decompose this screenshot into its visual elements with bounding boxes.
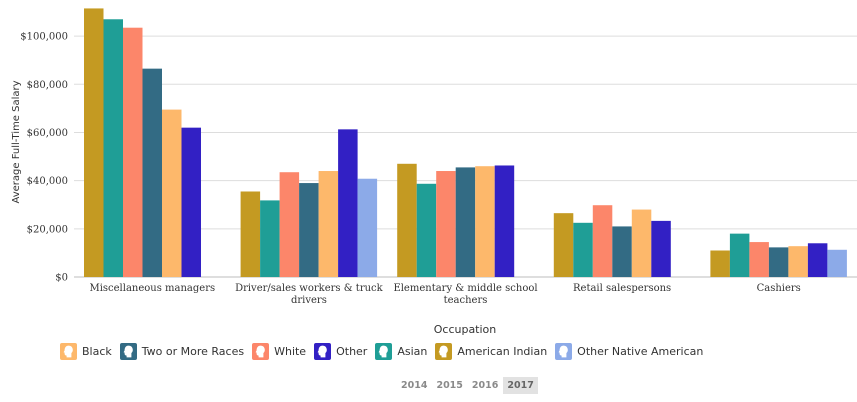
legend-label: Black: [82, 345, 112, 358]
x-tick-label: Retail salespersons: [573, 283, 671, 294]
legend-label: American Indian: [457, 345, 548, 358]
person-silhouette-icon: [314, 343, 332, 360]
bar[interactable]: [455, 167, 476, 277]
legend-item[interactable]: Other: [314, 343, 367, 360]
person-silhouette-icon: [375, 343, 393, 360]
legend-label: Asian: [397, 345, 428, 358]
bar[interactable]: [318, 171, 339, 277]
legend-label: Other: [336, 345, 368, 358]
legend-item[interactable]: Other Native American: [555, 343, 703, 360]
bar[interactable]: [573, 222, 593, 277]
bar[interactable]: [84, 8, 104, 278]
bar[interactable]: [240, 191, 261, 277]
bar[interactable]: [651, 220, 671, 277]
bar[interactable]: [338, 129, 358, 277]
year-button[interactable]: 2015: [436, 380, 463, 391]
bar[interactable]: [162, 109, 182, 277]
bar[interactable]: [612, 226, 632, 277]
year-button[interactable]: 2016: [471, 380, 499, 391]
y-tick-label: $60,000: [27, 128, 68, 139]
legend-item[interactable]: Two or More Races: [119, 343, 245, 360]
bar[interactable]: [357, 178, 378, 277]
bar[interactable]: [494, 165, 515, 277]
y-tick-label: $0: [55, 273, 68, 284]
legend: Black Two or More Races White Other Asian Ame…: [60, 343, 711, 360]
bar[interactable]: [553, 213, 574, 277]
bars: [84, 8, 847, 278]
bar[interactable]: [788, 246, 808, 277]
x-tick-label: Driver/sales workers & truck drivers: [235, 283, 384, 306]
person-silhouette-icon: [60, 343, 77, 360]
year-button[interactable]: 2017: [503, 377, 538, 394]
bar[interactable]: [416, 183, 437, 277]
y-tick-label: $100,000: [20, 32, 68, 43]
person-silhouette-icon: [555, 343, 573, 360]
y-tick-label: $20,000: [27, 224, 68, 235]
legend-item[interactable]: American Indian: [435, 343, 547, 360]
bar[interactable]: [749, 242, 769, 277]
bar[interactable]: [631, 209, 652, 277]
person-silhouette-icon: [119, 343, 137, 360]
x-tick-label: Elementary & middle school teachers: [393, 283, 537, 306]
legend-item[interactable]: Black: [60, 343, 112, 360]
bar[interactable]: [827, 249, 847, 277]
legend-label: Other Native American: [577, 345, 704, 358]
bar[interactable]: [260, 200, 280, 277]
bar[interactable]: [592, 205, 613, 277]
bar[interactable]: [436, 171, 456, 277]
legend-item[interactable]: Asian: [375, 343, 427, 360]
bar[interactable]: [123, 27, 143, 278]
year-button[interactable]: 2014: [401, 380, 428, 391]
bar[interactable]: [299, 183, 319, 277]
x-tick-label: Cashiers: [757, 283, 801, 294]
bar[interactable]: [729, 233, 750, 277]
bar[interactable]: [710, 250, 730, 278]
person-silhouette-icon: [252, 343, 270, 360]
legend-label: White: [274, 345, 307, 358]
bar[interactable]: [181, 127, 202, 277]
x-axis-ticks: Miscellaneous managers Driver/sales worke…: [89, 283, 800, 306]
y-axis-ticks: $0 $20,000 $40,000 $60,000 $80,000 $100,000: [20, 32, 68, 284]
x-axis-label: Occupation: [434, 323, 497, 336]
legend-item[interactable]: White: [252, 343, 306, 360]
bar[interactable]: [103, 19, 124, 278]
x-tick-label: Miscellaneous managers: [89, 283, 215, 294]
y-axis-label: Average Full-Time Salary: [11, 80, 22, 203]
legend-label: Two or More Races: [141, 345, 245, 358]
bar[interactable]: [142, 68, 163, 278]
bar[interactable]: [397, 163, 417, 277]
y-tick-label: $40,000: [27, 176, 68, 187]
bar[interactable]: [279, 172, 300, 277]
bar[interactable]: [768, 247, 789, 277]
y-tick-label: $80,000: [27, 80, 68, 91]
bar[interactable]: [807, 243, 828, 277]
person-silhouette-icon: [435, 343, 453, 360]
year-selector: 2014 2015 2016 2017: [397, 377, 539, 394]
bar[interactable]: [475, 166, 495, 277]
bar-chart: $0 $20,000 $40,000 $60,000 $80,000 $100,000 M…: [11, 8, 857, 336]
